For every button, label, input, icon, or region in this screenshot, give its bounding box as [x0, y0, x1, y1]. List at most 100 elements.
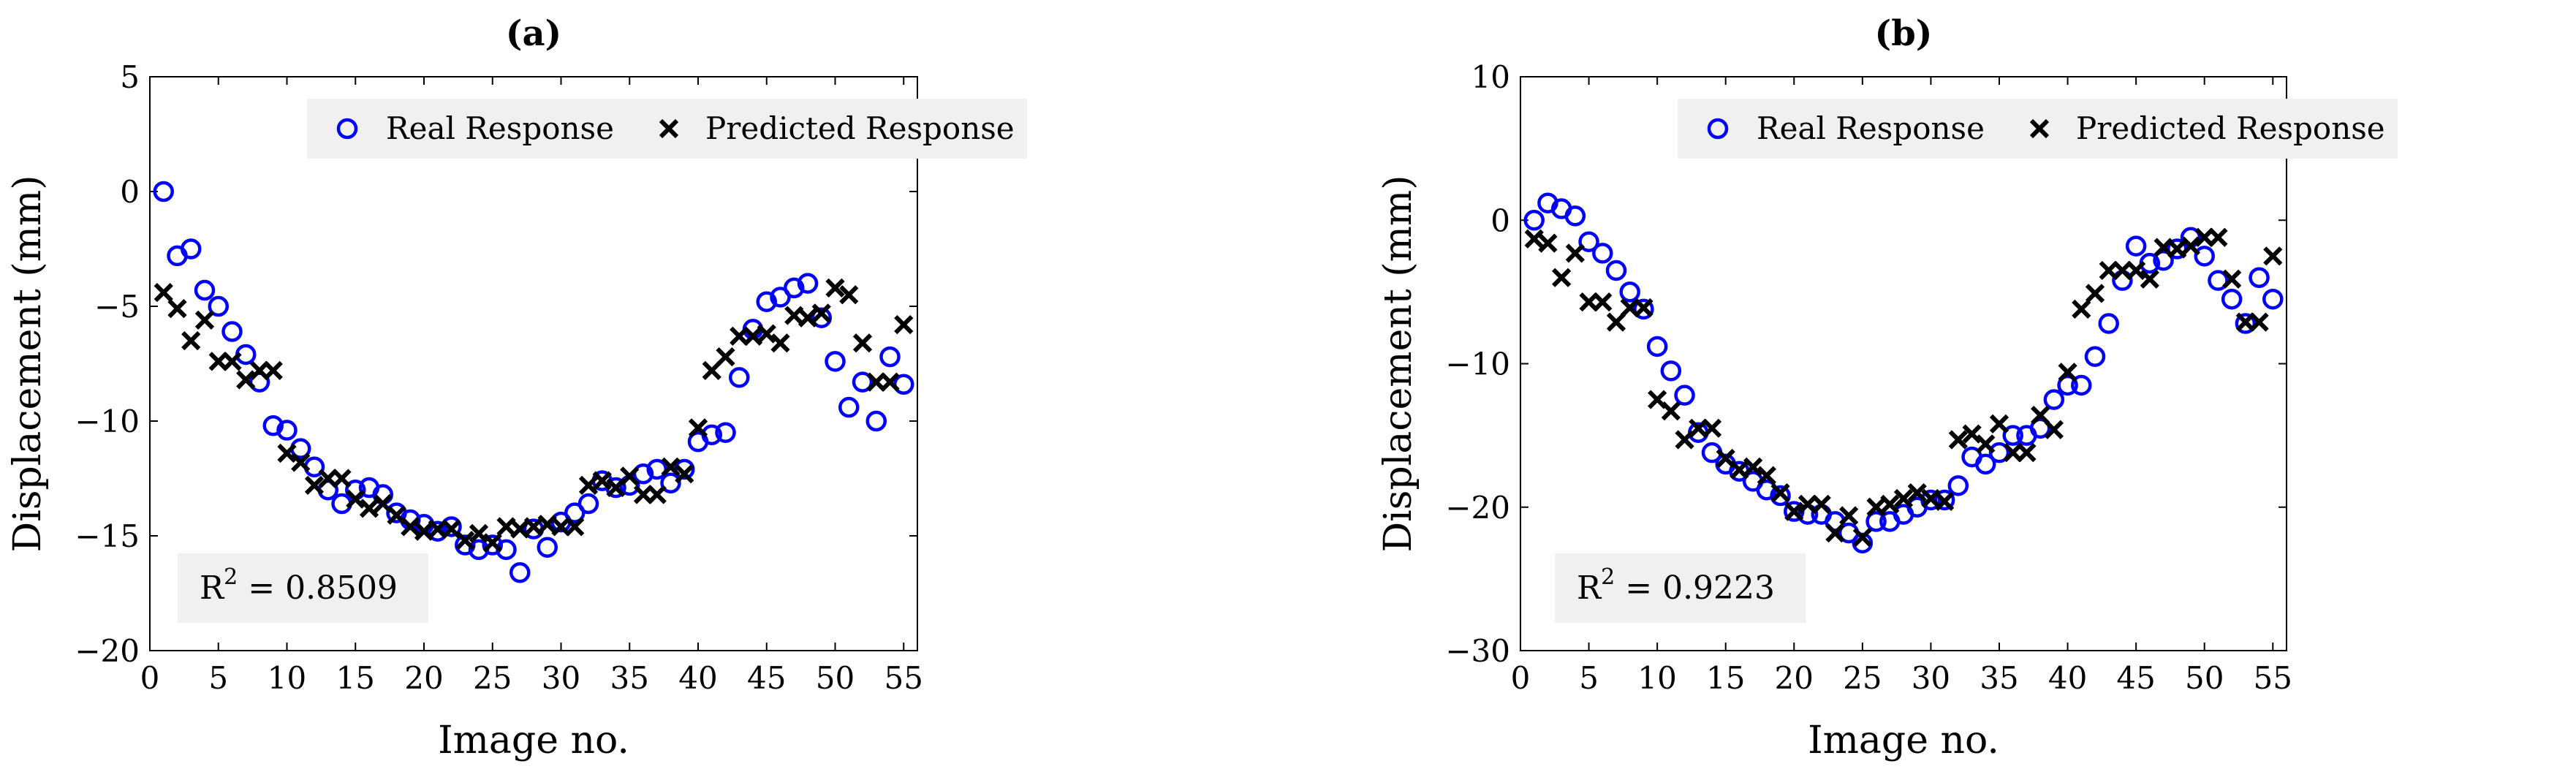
data-point-real	[797, 273, 819, 294]
data-point-real	[770, 287, 791, 308]
data-point-real	[2125, 235, 2147, 257]
data-point-real	[1660, 360, 1682, 382]
y-tick-label: −30	[1445, 633, 1510, 669]
data-point-predicted	[702, 360, 721, 381]
data-point-real	[181, 238, 202, 260]
x-tick-label: 5	[208, 660, 228, 696]
series-predicted-response	[1524, 227, 2283, 548]
r-squared-annotation: R2 = 0.9223	[1555, 553, 1806, 623]
data-point-predicted	[2044, 420, 2064, 439]
x-tick-label: 35	[1980, 660, 2018, 696]
data-point-predicted	[1811, 494, 1831, 514]
data-point-predicted	[1702, 418, 1722, 438]
y-axis-label: Displacement (mm)	[1376, 175, 1420, 552]
data-point-real	[1865, 511, 1887, 532]
data-point-predicted	[578, 475, 599, 496]
data-point-real	[2194, 246, 2215, 267]
data-point-predicted	[770, 333, 790, 353]
data-point-real	[756, 291, 777, 312]
data-point-real	[1633, 298, 1654, 320]
data-point-predicted	[1866, 497, 1886, 517]
data-point-real	[1564, 205, 1586, 227]
data-point-real	[537, 537, 558, 558]
legend-marker-predicted	[659, 118, 679, 139]
data-point-predicted	[167, 299, 187, 319]
data-point-predicted	[2058, 363, 2077, 382]
data-point-predicted	[839, 285, 859, 305]
data-point-predicted	[716, 347, 735, 367]
data-point-predicted	[2031, 406, 2050, 425]
x-axis-label: Image no.	[1808, 719, 1999, 762]
data-point-predicted	[1784, 501, 1804, 521]
series-real-response	[153, 181, 914, 583]
data-point-predicted	[811, 303, 831, 323]
data-point-real	[660, 472, 681, 494]
data-point-real	[1947, 475, 1969, 496]
x-tick-label: 40	[2048, 660, 2087, 696]
data-point-predicted	[482, 533, 502, 553]
data-point-predicted	[2140, 269, 2159, 289]
r-squared-text: R2 = 0.8509	[200, 564, 398, 607]
data-point-real	[784, 277, 805, 299]
data-point-predicted	[304, 475, 325, 496]
data-point-predicted	[2167, 239, 2187, 259]
data-point-predicted	[852, 333, 873, 353]
y-tick-label: −10	[1445, 347, 1510, 382]
data-point-predicted	[620, 466, 640, 486]
data-point-predicted	[401, 517, 420, 537]
data-point-predicted	[757, 324, 776, 344]
data-point-real	[1523, 210, 1545, 231]
x-tick-label: 50	[2185, 660, 2224, 696]
y-tick-label: −5	[94, 289, 140, 325]
x-tick-label: 40	[678, 660, 717, 696]
data-point-real	[2098, 313, 2119, 334]
x-tick-label: 15	[336, 660, 375, 696]
chart-panel-b: 0 5 10 15 20 25 30 35 40 45 50 55 10 0 −10 −20 −30 (b) Ima…	[1376, 13, 2398, 762]
data-point-predicted	[346, 489, 365, 509]
x-tick-label: 55	[884, 660, 923, 696]
data-point-real	[2221, 288, 2243, 310]
data-point-predicted	[1948, 430, 1968, 450]
y-tick-label: −10	[75, 404, 140, 439]
data-point-predicted	[1565, 243, 1585, 263]
data-point-predicted	[1552, 268, 1572, 287]
data-point-predicted	[661, 457, 681, 477]
x-tick-label: 35	[610, 660, 649, 696]
data-point-predicted	[1825, 523, 1845, 543]
data-point-predicted	[291, 453, 311, 472]
data-point-predicted	[154, 283, 173, 303]
data-point-real	[564, 502, 586, 523]
data-point-predicted	[2017, 443, 2037, 463]
data-point-real	[482, 534, 503, 556]
data-point-real	[1578, 231, 1599, 252]
y-tick-label: −15	[75, 518, 140, 554]
data-point-real	[852, 371, 874, 393]
data-point-real	[509, 561, 531, 583]
data-point-real	[879, 346, 901, 368]
data-point-predicted	[455, 531, 475, 550]
data-point-real	[825, 351, 846, 372]
data-point-real	[1770, 485, 1791, 507]
r-squared-superscript: 2	[1601, 564, 1615, 590]
x-axis-label: Image no.	[438, 719, 629, 762]
data-point-real	[1592, 243, 1613, 264]
data-point-predicted	[1524, 229, 1544, 249]
data-point-predicted	[1593, 292, 1613, 312]
data-point-predicted	[1661, 401, 1681, 421]
chart-title: (b)	[1875, 13, 1933, 54]
legend-label-real: Real Response	[386, 110, 614, 146]
data-point-predicted	[880, 372, 900, 392]
y-tick-label: 5	[120, 59, 140, 95]
data-point-real	[2002, 425, 2023, 446]
data-point-real	[2235, 313, 2257, 334]
x-tick-label: 20	[1775, 660, 1814, 696]
data-point-predicted	[1852, 527, 1872, 548]
data-point-predicted	[798, 308, 818, 327]
data-point-real	[865, 410, 887, 432]
data-point-real	[153, 181, 174, 202]
data-point-predicted	[1976, 434, 1996, 454]
data-point-real	[208, 295, 229, 317]
x-tick-label: 0	[1511, 660, 1531, 696]
x-tick-label: 25	[1843, 660, 1882, 696]
